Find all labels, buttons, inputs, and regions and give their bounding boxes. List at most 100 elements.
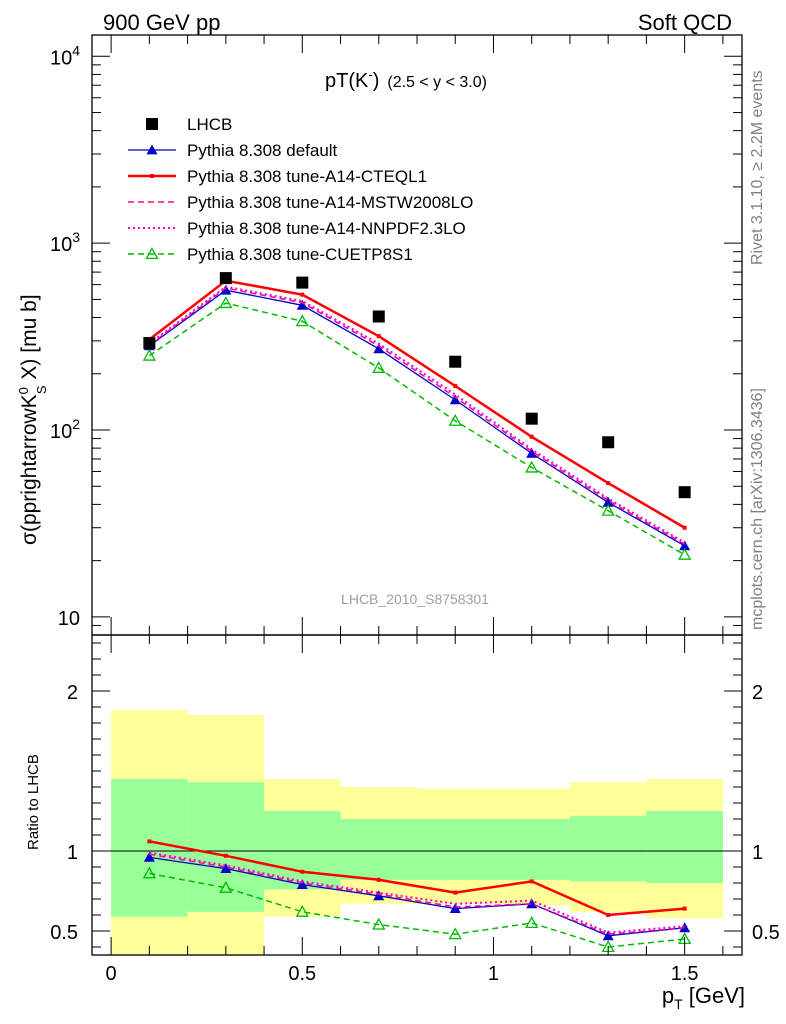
xlabel-sub: T — [674, 996, 683, 1012]
pythia-8-308-default-marker — [296, 299, 308, 310]
title-main: pT(K — [325, 70, 369, 92]
green-band — [493, 819, 570, 880]
pythia-8-308-tune-a14-cteql1-marker — [453, 890, 458, 895]
pythia-8-308-tune-cuetp8s1-marker — [142, 866, 156, 879]
ratio-y-tick-label-right: 2 — [752, 682, 763, 704]
x-tick-label: 1.5 — [671, 963, 699, 985]
ratio-bands — [111, 710, 723, 955]
pythia-8-308-tune-a14-cteql1-marker — [529, 879, 534, 884]
ratio-xlabel: pT [GeV] — [662, 983, 745, 1012]
pythia-8-308-tune-a14-nnpdf2-3lo-line — [148, 285, 686, 544]
ratio-marks — [142, 839, 692, 953]
xlabel-unit: [GeV] — [683, 983, 745, 1008]
pythia-8-308-tune-a14-cteql1-line — [148, 279, 686, 529]
pythia-8-308-default-marker — [679, 540, 691, 551]
header-left: 900 GeV pp — [103, 10, 220, 35]
legend-label-pythia-8-308-tune-a14-mstw2008lo: Pythia 8.308 tune-A14-MSTW2008LO — [187, 193, 473, 212]
pythia-8-308-default-marker — [296, 879, 308, 889]
y-tick-label: 10 — [58, 608, 80, 630]
pythia-8-308-tune-cuetp8s1-line — [148, 302, 686, 556]
lhcb-marker — [678, 486, 691, 499]
legend-label-pythia-8-308-tune-cuetp8s1: Pythia 8.308 tune-CUETP8S1 — [187, 245, 413, 264]
pythia-8-308-tune-cuetp8s1-line — [149, 872, 685, 948]
ylabel-sup: 0 — [16, 387, 31, 394]
pythia-8-308-default-marker — [449, 394, 461, 405]
green-band — [340, 819, 417, 880]
pythia-8-308-tune-cuetp8s1-marker — [678, 547, 692, 560]
pythia-8-308-tune-a14-cteql1-marker — [150, 174, 154, 178]
y-tick-label: 104 — [50, 42, 80, 69]
pythia-8-308-tune-cuetp8s1-marker — [448, 413, 462, 426]
xlabel-main: p — [662, 983, 674, 1008]
lhcb-marker — [449, 355, 462, 368]
pythia-8-308-tune-a14-cteql1-marker — [529, 434, 534, 439]
pythia-8-308-default-marker — [220, 863, 232, 873]
pythia-8-308-tune-a14-cteql1-marker — [147, 839, 152, 844]
y-tick-label: 102 — [50, 416, 80, 443]
pythia-8-308-default-marker — [373, 890, 385, 901]
main-x-ticks — [110, 35, 724, 635]
green-band — [417, 819, 494, 880]
lhcb-marker — [146, 118, 158, 130]
ratio-y-tick-label-right: 1 — [752, 842, 763, 864]
lhcb-marker — [525, 412, 538, 425]
pythia-8-308-tune-a14-mstw2008lo-line — [149, 853, 685, 935]
pythia-8-308-tune-a14-cteql1-line — [149, 840, 685, 917]
ratio-ylabel: Ratio to LHCB — [25, 754, 42, 850]
y-tick-label-exp: 3 — [72, 229, 80, 245]
ratio-y-tick-label-left: 2 — [67, 682, 78, 704]
pythia-8-308-tune-cuetp8s1-marker — [145, 247, 159, 260]
y-tick-label-base: 10 — [50, 421, 72, 443]
header-right: Soft QCD — [638, 10, 732, 35]
pythia-8-308-default-marker — [449, 903, 461, 913]
ratio-x-ticks: 0 0.5 1 1.5 — [106, 635, 724, 985]
y-tick-label-exp: 2 — [72, 416, 80, 432]
green-band — [111, 779, 188, 917]
green-band — [646, 811, 723, 883]
pythia-8-308-tune-a14-cteql1-marker — [300, 869, 305, 874]
main-title: pT(K-) (2.5 < y < 3.0) — [325, 67, 487, 92]
title-sup: - — [368, 67, 372, 82]
green-band — [264, 811, 341, 890]
title-range: (2.5 < y < 3.0) — [387, 74, 487, 91]
pythia-8-308-default-marker — [526, 447, 538, 458]
pythia-8-308-tune-a14-nnpdf2-3lo-line — [149, 851, 685, 934]
rivet-label: Rivet 3.1.10, ≥ 2.2M events — [749, 70, 766, 265]
pythia-8-308-default-marker — [146, 144, 158, 155]
x-tick-label: 0.5 — [288, 963, 316, 985]
ratio-frame — [91, 634, 743, 956]
ratio-y-tick-label-right: 0.5 — [752, 922, 780, 944]
analysis-watermark: LHCB_2010_S8758301 — [341, 591, 489, 607]
pythia-8-308-tune-a14-cteql1-marker — [300, 292, 305, 297]
x-tick-label: 0 — [106, 963, 117, 985]
pythia-8-308-default-line — [149, 856, 685, 937]
ratio-y-tick-label-left: 1 — [67, 842, 78, 864]
legend: LHCB Pythia 8.308 default Pythia 8.308 tun… — [128, 115, 473, 264]
pythia-8-308-tune-cuetp8s1-marker — [525, 916, 539, 929]
pythia-8-308-tune-a14-cteql1-marker — [606, 481, 611, 486]
ylabel-tail: X) [mu b] — [18, 294, 41, 385]
pythia-8-308-tune-a14-cteql1-marker — [223, 853, 228, 858]
pythia-8-308-tune-a14-cteql1-marker — [376, 877, 381, 882]
pythia-8-308-tune-cuetp8s1-marker — [219, 880, 233, 893]
ratio-y-ticks: 0.5 0.5 1 1 2 2 — [50, 642, 780, 948]
pythia-8-308-tune-cuetp8s1-marker — [601, 503, 615, 516]
mcplots-label: mcplots.cern.ch [arXiv:1306.3436] — [749, 388, 766, 630]
green-band — [187, 782, 265, 912]
legend-label-pythia-8-308-tune-a14-nnpdf2-3lo: Pythia 8.308 tune-A14-NNPDF2.3LO — [187, 219, 466, 238]
pythia-8-308-tune-cuetp8s1-marker — [295, 904, 309, 917]
lhcb-marker — [602, 436, 615, 449]
main-marks — [142, 272, 692, 560]
pythia-8-308-default-marker — [373, 343, 385, 354]
pythia-8-308-tune-a14-cteql1-marker — [453, 384, 458, 389]
pythia-8-308-tune-cuetp8s1-marker — [372, 917, 386, 930]
pythia-8-308-tune-cuetp8s1-marker — [219, 296, 233, 309]
pythia-8-308-default-marker — [143, 851, 155, 862]
y-tick-label-base: 10 — [50, 234, 72, 256]
pythia-8-308-tune-cuetp8s1-marker — [372, 361, 386, 373]
legend-label-lhcb: LHCB — [187, 115, 232, 134]
pythia-8-308-default-marker — [602, 496, 614, 507]
pythia-8-308-default-line — [148, 289, 685, 547]
